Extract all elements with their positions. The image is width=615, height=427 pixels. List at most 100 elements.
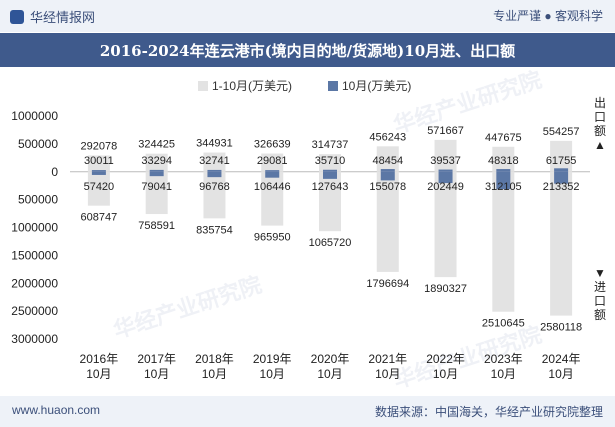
bar-month-export — [265, 170, 280, 172]
data-label-cumulative-import: 758591 — [138, 220, 175, 232]
bar-month-export — [554, 168, 569, 172]
bar-cumulative-import — [434, 171, 457, 278]
bar-month-import — [207, 171, 222, 178]
legend-label-cumulative: 1-10月(万美元) — [212, 79, 292, 93]
bar-cumulative-import — [492, 171, 515, 312]
data-label-cumulative-import: 2510645 — [482, 318, 525, 330]
bar-cumulative-import — [203, 171, 226, 219]
bar-cumulative-export — [492, 146, 515, 172]
bar-month-export — [207, 169, 222, 172]
legend-label-month: 10月(万美元) — [342, 79, 411, 93]
data-label-month-import: 57420 — [84, 181, 115, 193]
bar-month-export — [496, 169, 511, 172]
data-label-month-import: 96768 — [199, 181, 230, 193]
bar-cumulative-export — [145, 153, 168, 172]
data-label-cumulative-import: 965950 — [254, 232, 291, 244]
bar-cumulative-import — [376, 171, 399, 272]
chart-title: 2016-2024年连云港市(境内目的地/货源地)10月进、出口额 — [99, 42, 516, 60]
import-arrow-icon: ▼ — [594, 266, 606, 280]
bar-cumulative-export — [319, 154, 341, 172]
data-label-month-import: 106446 — [254, 181, 291, 193]
y-tick-label: 1000000 — [11, 109, 58, 123]
data-label-cumulative-import: 608747 — [81, 212, 118, 224]
import-label: 进口额 — [593, 280, 606, 322]
title-bar: 2016-2024年连云港市(境内目的地/货源地)10月进、出口额 — [0, 33, 615, 67]
header-bar: 华经情报网 专业严谨 ● 客观科学 — [0, 0, 615, 32]
bar-cumulative-import — [261, 171, 284, 226]
bar-month-export — [438, 169, 453, 172]
bar-cumulative-export — [376, 146, 399, 172]
y-tick-label: 500000 — [18, 193, 58, 207]
bar-month-export — [380, 169, 395, 172]
data-label-cumulative-import: 2580118 — [540, 322, 582, 334]
data-label-cumulative-import: 1890327 — [424, 283, 467, 295]
data-label-month-export: 33294 — [141, 155, 172, 167]
bar-month-export — [149, 169, 164, 172]
x-tick-label: 2024年 10月 — [542, 352, 581, 381]
y-tick-label: 2000000 — [11, 276, 58, 290]
bar-month-import — [265, 171, 280, 178]
x-tick-label: 2018年 10月 — [195, 352, 234, 381]
bar-month-export — [91, 170, 106, 172]
data-label-cumulative-export: 456243 — [369, 131, 406, 143]
data-label-cumulative-import: 1796694 — [366, 278, 409, 290]
data-labels: 292078 30011 57420 608747 324425 33294 79041 75… — [81, 125, 583, 334]
brand: 华经情报网 — [10, 7, 95, 26]
export-side-label: 出口额 ▲ — [593, 96, 607, 152]
data-label-month-import: 213352 — [543, 181, 580, 193]
data-label-cumulative-import: 1065720 — [309, 237, 352, 249]
bar-month-import — [149, 171, 164, 177]
footer: www.huaon.com 数据来源：中国海关，华经产业研究院整理 — [0, 396, 615, 427]
bar-cumulative-export — [87, 155, 110, 172]
x-tick-label: 2020年 10月 — [311, 352, 350, 381]
y-tick-label: 3000000 — [11, 332, 58, 346]
bar-cumulative-import — [87, 171, 110, 206]
data-label-month-export: 30011 — [84, 155, 114, 167]
y-tick-label: 1000000 — [11, 221, 58, 235]
data-label-month-import: 79041 — [141, 181, 172, 193]
data-label-cumulative-export: 314737 — [312, 139, 349, 151]
footer-source: 数据来源：中国海关，华经产业研究院整理 — [374, 405, 603, 419]
bar-month-import — [380, 171, 395, 181]
data-label-cumulative-export: 571667 — [427, 125, 464, 137]
data-label-cumulative-export: 326639 — [254, 139, 291, 151]
data-label-month-export: 61755 — [546, 155, 577, 167]
x-axis: 2016年 10月 2017年 10月 2018年 10月 2019年 10月 2020年 10月… — [80, 352, 581, 381]
legend: 1-10月(万美元) 10月(万美元) — [198, 79, 411, 93]
data-label-month-export: 29081 — [257, 155, 288, 167]
bar-month-import — [438, 171, 453, 184]
bar-cumulative-import — [319, 171, 341, 232]
data-label-month-export: 48454 — [372, 155, 403, 167]
slogan: 专业严谨 ● 客观科学 — [493, 9, 603, 23]
y-tick-label: 500000 — [18, 137, 58, 151]
x-tick-label: 2021年 10月 — [368, 352, 407, 381]
bar-cumulative-export — [550, 140, 573, 172]
data-label-cumulative-export: 447675 — [485, 132, 522, 144]
bar-month-import — [323, 171, 337, 179]
data-label-cumulative-export: 344931 — [196, 138, 233, 150]
x-tick-label: 2016年 10月 — [80, 352, 119, 381]
brand-logo-icon — [10, 9, 24, 24]
x-tick-label: 2022年 10月 — [426, 352, 465, 381]
bar-cumulative-export — [261, 153, 284, 172]
data-label-month-export: 32741 — [199, 155, 230, 167]
bar-cumulative-export — [203, 152, 226, 172]
data-label-cumulative-export: 324425 — [138, 139, 175, 151]
data-label-month-import: 312105 — [485, 181, 522, 193]
export-label: 出口额 — [593, 96, 606, 138]
legend-swatch-cumulative — [198, 81, 208, 91]
brand-name: 华经情报网 — [30, 10, 96, 25]
data-label-month-export: 48318 — [488, 155, 519, 167]
bar-month-import — [91, 171, 106, 175]
legend-swatch-month — [328, 81, 338, 91]
bar-month-import — [496, 171, 511, 190]
y-tick-label: 2500000 — [11, 304, 58, 318]
y-tick-label: 0 — [51, 165, 58, 179]
bar-month-import — [554, 171, 569, 184]
data-label-cumulative-export: 554257 — [543, 126, 580, 138]
bar-month-export — [323, 169, 337, 172]
x-tick-label: 2023年 10月 — [484, 352, 523, 381]
export-arrow-icon: ▲ — [594, 138, 606, 152]
bar-cumulative-import — [550, 171, 573, 316]
footer-website: www.huaon.com — [12, 403, 101, 417]
